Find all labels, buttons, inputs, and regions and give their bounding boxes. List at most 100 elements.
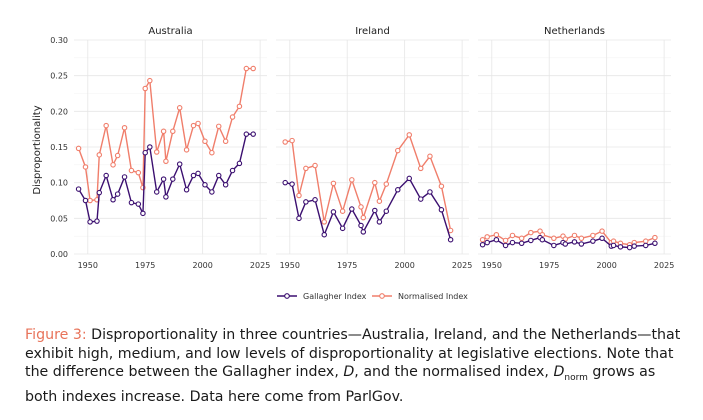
panel-title: Ireland bbox=[355, 26, 390, 37]
gallagher-data-point bbox=[114, 191, 121, 197]
caption-text-3: grows as both indexes increase. Data her… bbox=[25, 364, 656, 405]
gallagher-data-point bbox=[578, 241, 585, 247]
normalised-data-point bbox=[75, 145, 82, 152]
gallagher-data-point bbox=[642, 242, 649, 249]
gallagher-data-point bbox=[383, 208, 390, 214]
normalised-data-point bbox=[599, 228, 605, 234]
normalised-data-point bbox=[590, 232, 596, 239]
gallagher-data-point bbox=[610, 242, 617, 249]
normalised-data-point bbox=[406, 132, 413, 138]
gallagher-data-point bbox=[140, 210, 146, 217]
normalised-data-point bbox=[493, 231, 500, 238]
gallagher-data-point bbox=[406, 175, 413, 182]
gallagher-data-point bbox=[75, 186, 82, 192]
normalised-data-point bbox=[372, 179, 378, 186]
gallagher-data-point bbox=[590, 238, 596, 244]
normalised-data-point bbox=[360, 214, 367, 221]
gallagher-data-point bbox=[176, 161, 183, 167]
x-tick-label: 2000 bbox=[192, 261, 212, 270]
y-tick-label: 0.10 bbox=[50, 179, 68, 188]
legend-label-normalised: Normalised Index bbox=[398, 292, 468, 301]
normalised-data-point bbox=[395, 147, 401, 154]
y-tick-label: 0.00 bbox=[50, 250, 68, 259]
gallagher-data-point bbox=[312, 197, 318, 203]
panel-title: Australia bbox=[148, 26, 192, 37]
normalised-data-point bbox=[250, 65, 256, 72]
gallagher-data-point bbox=[243, 131, 250, 137]
gallagher-data-point bbox=[417, 196, 424, 202]
symbol-d-norm-subscript: norm bbox=[564, 373, 588, 384]
normalised-data-point bbox=[518, 235, 525, 242]
gallagher-data-point bbox=[321, 231, 327, 238]
x-tick-label: 1950 bbox=[280, 261, 300, 270]
figure-caption: Figure 3: Disproportionality in three co… bbox=[25, 326, 685, 406]
panel-australia: Australia 1950 1975 2000 2025 0.00 0.05 0.10 0.1… bbox=[50, 26, 270, 270]
normalised-data-point bbox=[571, 232, 578, 239]
normalised-data-point bbox=[202, 138, 208, 145]
x-tick-label: 2025 bbox=[654, 261, 674, 270]
caption-label: Figure 3: bbox=[25, 327, 87, 343]
normalised-data-point bbox=[551, 235, 557, 242]
symbol-d: D bbox=[343, 364, 355, 381]
normalised-data-point bbox=[236, 103, 243, 110]
gallagher-data-point bbox=[571, 239, 578, 245]
gallagher-data-point bbox=[282, 179, 288, 186]
normalised-data-point bbox=[209, 149, 215, 156]
normalised-data-point bbox=[142, 85, 148, 92]
gallagher-data-point bbox=[170, 176, 176, 182]
gallagher-data-point bbox=[626, 244, 633, 251]
normalised-data-point bbox=[183, 147, 190, 153]
normalised-data-point bbox=[229, 114, 236, 120]
caption-text-2: , and the normalised index, bbox=[354, 364, 554, 381]
gallagher-data-point bbox=[209, 189, 215, 195]
gallagher-data-point bbox=[358, 222, 364, 229]
x-tick-label: 1950 bbox=[482, 261, 502, 270]
gallagher-data-point bbox=[250, 131, 256, 137]
y-tick-label: 0.05 bbox=[50, 214, 68, 223]
symbol-d-norm: D bbox=[553, 364, 565, 381]
normalised-data-point bbox=[427, 153, 433, 160]
normalised-data-point bbox=[578, 235, 585, 242]
panel-netherlands: Netherlands 1950 1975 2000 2025 bbox=[478, 26, 674, 270]
figure: Australia 1950 1975 2000 2025 0.00 0.05 0.10 0.1… bbox=[32, 26, 674, 301]
x-tick-label: 1975 bbox=[337, 261, 357, 270]
gallagher-data-point bbox=[427, 189, 433, 195]
gallagher-data-point bbox=[216, 172, 222, 179]
legend-marker-gallagher bbox=[284, 293, 290, 299]
gallagher-data-point bbox=[562, 241, 569, 247]
gallagher-data-point bbox=[376, 219, 383, 225]
normalised-data-point bbox=[190, 122, 197, 129]
gallagher-data-point bbox=[142, 149, 148, 156]
gallagher-data-point bbox=[360, 229, 367, 235]
normalised-data-point bbox=[383, 181, 390, 187]
x-tick-label: 1975 bbox=[135, 261, 155, 270]
normalised-data-point bbox=[303, 165, 309, 172]
normalised-data-point bbox=[103, 122, 109, 129]
normalised-data-point bbox=[417, 165, 424, 172]
normalised-data-point bbox=[652, 234, 658, 241]
y-tick-label: 0.25 bbox=[50, 72, 68, 81]
gallagher-data-point bbox=[652, 240, 658, 247]
panel-ireland: Ireland 1950 1975 2000 2025 bbox=[276, 26, 472, 270]
gallagher-data-point bbox=[447, 236, 454, 243]
normalised-data-point bbox=[110, 162, 116, 168]
y-tick-label: 0.15 bbox=[50, 143, 68, 152]
gallagher-data-point bbox=[631, 243, 637, 249]
x-tick-label: 2025 bbox=[452, 261, 472, 270]
gallagher-data-point bbox=[183, 187, 190, 193]
gallagher-data-point bbox=[110, 197, 116, 203]
normalised-data-point bbox=[289, 137, 295, 144]
gallagher-data-point bbox=[372, 207, 378, 214]
normalised-data-point bbox=[147, 77, 153, 84]
gallagher-data-point bbox=[87, 219, 93, 225]
gallagher-data-point bbox=[493, 236, 500, 243]
normalised-data-point bbox=[484, 234, 490, 240]
normalised-data-point bbox=[176, 105, 183, 111]
y-tick-label: 0.30 bbox=[50, 36, 68, 45]
normalised-data-point bbox=[358, 204, 364, 210]
gallagher-data-point bbox=[349, 206, 355, 212]
y-axis-label: Disproportionality bbox=[32, 105, 43, 194]
normalised-data-point bbox=[447, 227, 454, 234]
gallagher-data-point bbox=[190, 172, 197, 179]
gallagher-data-point bbox=[195, 170, 201, 177]
